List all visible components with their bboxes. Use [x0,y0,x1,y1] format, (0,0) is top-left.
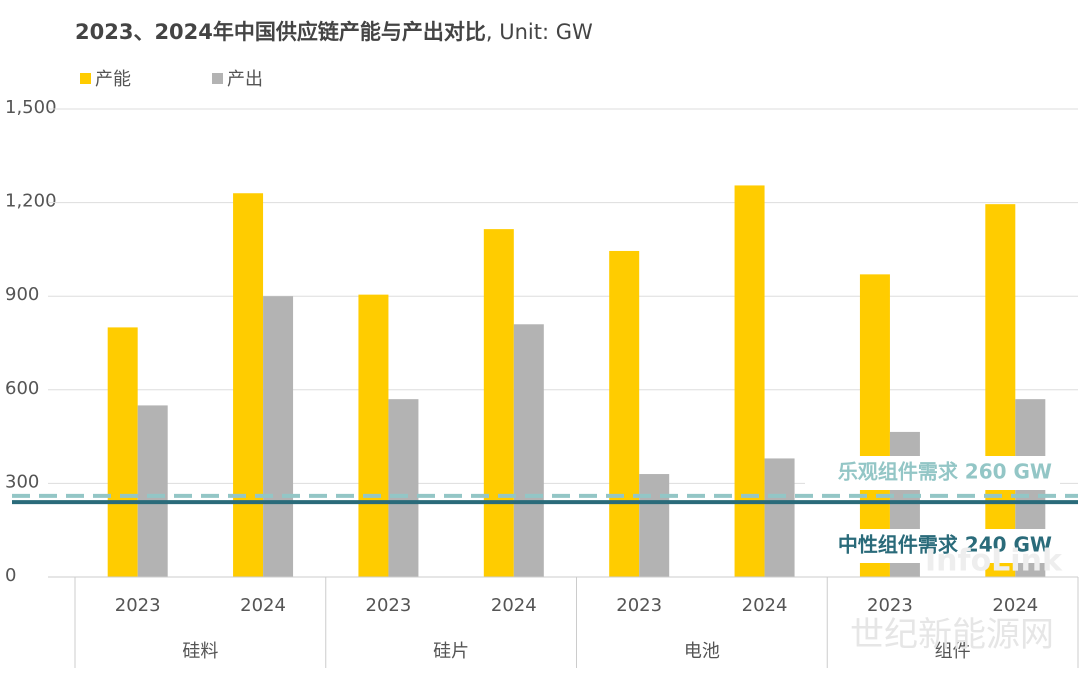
label-background [805,529,1060,563]
bar [513,324,544,577]
y-tick-label: 1,500 [5,97,57,118]
watermark: 世纪新能源网 [850,615,1054,655]
bar [137,405,168,577]
watermark: InfoLink [925,544,1063,579]
legend-label: 产出 [227,69,263,90]
legend-label: 产能 [95,69,131,90]
group-label: 组件 [935,641,971,662]
x-tick-label: 2024 [742,595,788,616]
legend-swatch [80,73,91,84]
bar [734,185,765,577]
y-tick-label: 900 [5,284,39,305]
subtitle: , Unit: GW [486,20,593,44]
y-tick-label: 1,200 [5,191,57,212]
reference-label: 中性组件需求 240 GW [838,533,1052,557]
bar [609,250,640,577]
bar [483,229,514,577]
group-label: 硅料 [182,641,218,662]
bar [764,458,795,577]
y-tick-label: 300 [5,471,39,492]
x-tick-label: 2023 [616,595,662,616]
bar [263,296,294,577]
x-tick-label: 2023 [366,595,412,616]
bar [233,193,264,578]
bar [388,399,419,577]
bar [859,274,890,577]
bar [639,474,670,577]
x-tick-label: 2024 [992,595,1038,616]
bar [985,204,1016,577]
reference-label: 乐观组件需求 260 GW [838,460,1052,484]
legend-swatch [212,73,223,84]
x-tick-label: 2024 [491,595,537,616]
bar [107,327,138,577]
x-tick-label: 2023 [867,595,913,616]
bar [358,294,389,577]
y-tick-label: 600 [5,378,39,399]
title: 2023、2024年中国供应链产能与产出对比 [75,20,486,44]
x-tick-label: 2023 [115,595,161,616]
label-background [805,456,1060,490]
x-tick-label: 2024 [240,595,286,616]
chart-title: 2023、2024年中国供应链产能与产出对比, Unit: GW [75,20,593,44]
group-label: 硅片 [433,641,469,662]
y-tick-label: 0 [5,565,16,586]
group-label: 电池 [684,641,720,662]
